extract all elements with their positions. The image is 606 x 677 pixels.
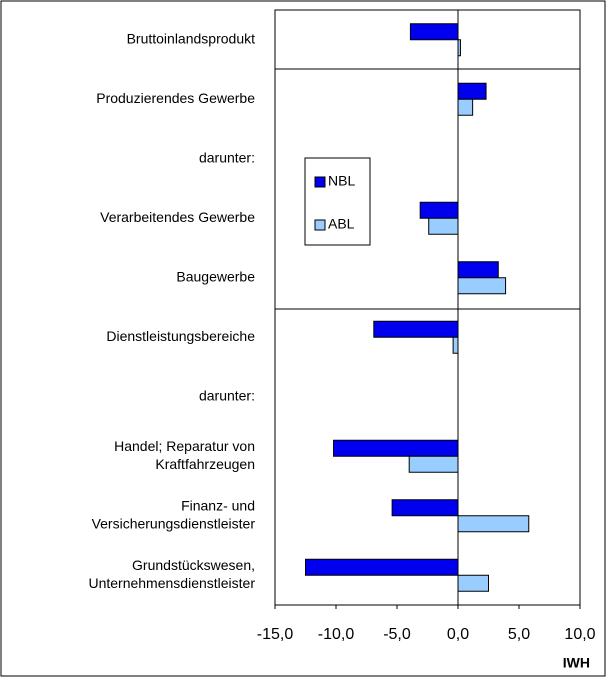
- bar: [419, 201, 459, 219]
- legend-label: ABL: [328, 216, 355, 232]
- y-tick-label: darunter:: [199, 149, 255, 165]
- x-tick-label: -10,0: [318, 626, 355, 643]
- y-tick-label: Verarbeitendes Gewerbe: [100, 209, 255, 225]
- y-tick-label: Baugewerbe: [176, 268, 255, 284]
- bar: [457, 574, 489, 592]
- x-tick-label: -15,0: [257, 626, 294, 643]
- legend-swatch: [314, 176, 326, 188]
- bar: [333, 439, 459, 457]
- bar: [457, 82, 487, 100]
- bar: [305, 558, 459, 576]
- y-tick-label: Handel; Reparatur von: [114, 438, 255, 454]
- legend-swatch: [314, 219, 326, 231]
- x-tick-label: -5,0: [383, 626, 411, 643]
- x-tick-label: 5,0: [508, 626, 530, 643]
- y-tick-label: Unternehmensdienstleister: [88, 575, 255, 591]
- y-tick-label: darunter:: [199, 387, 255, 403]
- plot-area: [274, 9, 581, 606]
- source-note: IWH: [563, 655, 590, 671]
- bar: [457, 261, 499, 279]
- bar: [457, 515, 530, 533]
- y-tick-label: Kraftfahrzeugen: [155, 456, 255, 472]
- y-tick-label: Dienstleistungsbereiche: [106, 328, 255, 344]
- y-tick-label: Bruttoinlandsprodukt: [127, 30, 256, 46]
- x-tick-label: 10,0: [564, 626, 595, 643]
- y-tick-label: Finanz- und: [181, 497, 255, 513]
- x-tick-label: 0,0: [447, 626, 469, 643]
- bar: [391, 499, 459, 517]
- bar: [457, 277, 507, 295]
- legend-box: [304, 157, 371, 246]
- legend-label: NBL: [328, 173, 355, 189]
- y-tick-label: Versicherungsdienstleister: [92, 515, 256, 531]
- y-tick-label: Grundstückswesen,: [132, 557, 255, 573]
- bar: [452, 336, 459, 354]
- bar: [428, 217, 459, 235]
- bar: [409, 23, 459, 41]
- bar: [457, 98, 474, 116]
- bar: [408, 455, 459, 473]
- y-tick-label: Produzierendes Gewerbe: [96, 90, 255, 106]
- bar: [373, 320, 459, 338]
